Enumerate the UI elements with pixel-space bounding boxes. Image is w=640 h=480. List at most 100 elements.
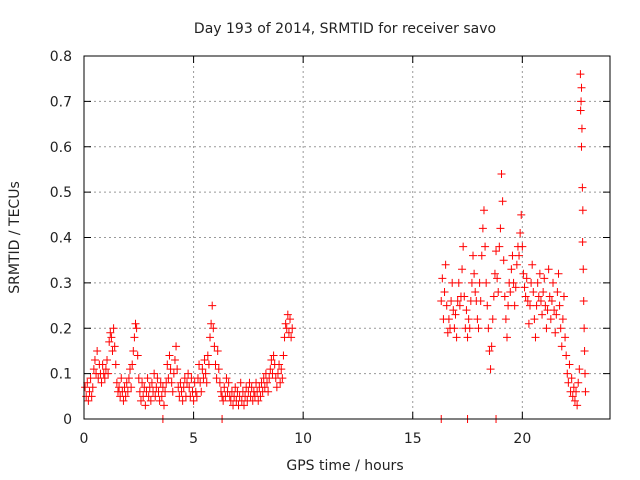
data-point: [510, 301, 519, 310]
data-point: [163, 360, 172, 369]
data-point: [272, 383, 281, 392]
data-point: [184, 369, 193, 378]
data-point: [545, 292, 554, 301]
data-point: [279, 351, 288, 360]
data-point: [100, 374, 109, 383]
data-point: [528, 260, 537, 269]
data-point: [134, 374, 143, 383]
y-tick-label: 0.3: [50, 276, 72, 292]
y-tick-label: 0.5: [50, 185, 72, 201]
data-point: [499, 256, 508, 265]
data-point: [559, 292, 568, 301]
data-point: [111, 360, 120, 369]
data-point: [189, 396, 198, 405]
data-point: [112, 378, 121, 387]
data-point: [542, 324, 551, 333]
x-axis-label: GPS time / hours: [286, 458, 403, 474]
data-point: [127, 383, 136, 392]
data-point: [247, 383, 256, 392]
data-point: [220, 383, 229, 392]
data-point: [86, 374, 95, 383]
y-tick-label: 0.8: [50, 49, 72, 65]
data-point: [534, 292, 543, 301]
data-point: [273, 369, 282, 378]
data-point: [260, 383, 269, 392]
data-point: [90, 356, 99, 365]
data-point: [451, 310, 460, 319]
data-point: [574, 378, 583, 387]
data-point: [442, 301, 451, 310]
data-point: [266, 365, 275, 374]
data-point: [236, 378, 245, 387]
data-point: [281, 319, 290, 328]
data-point: [278, 374, 287, 383]
data-point: [109, 324, 118, 333]
data-point: [84, 396, 93, 405]
data-point: [256, 392, 265, 401]
y-tick-label: 0.2: [50, 321, 72, 337]
data-point: [489, 292, 498, 301]
data-point: [538, 310, 547, 319]
data-point: [547, 297, 556, 306]
data-point: [562, 351, 571, 360]
data-point: [551, 328, 560, 337]
data-point: [578, 238, 587, 247]
data-point: [123, 387, 132, 396]
data-point: [106, 328, 115, 337]
data-point: [578, 206, 587, 215]
data-point: [283, 310, 292, 319]
data-point: [83, 378, 92, 387]
data-point: [467, 278, 476, 287]
data-point: [269, 351, 278, 360]
data-point: [495, 242, 504, 251]
data-point: [568, 392, 577, 401]
data-point: [533, 278, 542, 287]
data-point: [192, 392, 201, 401]
data-point: [87, 392, 96, 401]
data-point: [473, 315, 482, 324]
data-point: [85, 387, 94, 396]
data-point: [177, 387, 186, 396]
y-axis-label: SRMTID / TECUs: [7, 181, 23, 294]
data-point: [284, 328, 293, 337]
data-point: [267, 356, 276, 365]
data-point: [476, 297, 485, 306]
data-point: [540, 274, 549, 283]
data-point: [103, 356, 112, 365]
data-point: [573, 401, 582, 410]
data-point: [579, 297, 588, 306]
data-point: [97, 378, 106, 387]
data-point: [141, 401, 150, 410]
data-point: [500, 292, 509, 301]
y-tick-label: 0.6: [50, 140, 72, 156]
data-point: [539, 287, 548, 296]
data-point: [107, 333, 116, 342]
data-point: [462, 306, 471, 315]
data-point: [470, 269, 479, 278]
data-point: [464, 315, 473, 324]
data-point: [454, 278, 463, 287]
data-point: [200, 356, 209, 365]
data-point: [486, 365, 495, 374]
data-points: [81, 70, 590, 423]
data-point: [169, 369, 178, 378]
data-point: [575, 365, 584, 374]
data-point: [183, 378, 192, 387]
data-point: [581, 387, 590, 396]
data-point: [474, 324, 483, 333]
data-point: [458, 265, 467, 274]
data-point: [110, 342, 119, 351]
data-point: [130, 333, 139, 342]
data-point: [549, 278, 558, 287]
data-point: [492, 247, 501, 256]
data-point: [497, 169, 506, 178]
data-point: [150, 369, 159, 378]
data-point: [231, 383, 240, 392]
data-point: [558, 315, 567, 324]
data-point: [546, 315, 555, 324]
data-point: [158, 383, 167, 392]
data-point: [132, 324, 141, 333]
data-point: [211, 360, 220, 369]
data-point: [224, 378, 233, 387]
